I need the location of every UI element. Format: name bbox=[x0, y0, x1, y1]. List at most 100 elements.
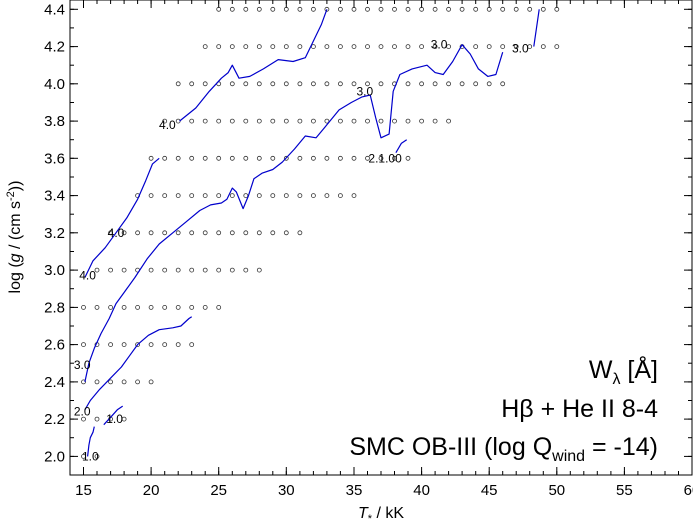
grid-point bbox=[243, 118, 249, 124]
grid-point bbox=[243, 193, 249, 199]
grid-point bbox=[202, 267, 208, 273]
grid-point bbox=[419, 44, 425, 49]
grid-point bbox=[351, 6, 357, 12]
y-tick-label: 2.4 bbox=[44, 374, 65, 391]
contour-label: 4.0 bbox=[79, 269, 96, 283]
grid-point bbox=[283, 193, 289, 199]
grid-point bbox=[175, 342, 181, 348]
annotation-line-2: Hβ + He II 8-4 bbox=[501, 395, 658, 423]
x-tick-label: 20 bbox=[143, 482, 160, 499]
grid-point bbox=[256, 81, 262, 87]
y-tick-labels: 2.0 2.2 2.4 2.6 2.8 3.0 3.2 3.4 3.6 3.8 4.0 4.2 4.4 bbox=[44, 1, 65, 465]
grid-point bbox=[283, 6, 289, 12]
y-axis-label-var: g bbox=[7, 253, 24, 262]
x-tick-label: 15 bbox=[75, 482, 92, 499]
grid-point bbox=[337, 6, 343, 12]
grid-point bbox=[175, 304, 181, 310]
grid-point bbox=[513, 44, 519, 49]
contour-line bbox=[84, 44, 504, 383]
y-tick-label: 3.2 bbox=[44, 225, 65, 242]
grid-point bbox=[324, 193, 330, 199]
grid-point bbox=[500, 6, 506, 12]
grid-point bbox=[486, 81, 492, 87]
grid-point bbox=[405, 155, 411, 161]
grid-point bbox=[135, 230, 141, 236]
grid-point bbox=[270, 118, 276, 124]
grid-point bbox=[216, 155, 222, 161]
x-axis-label-var: T bbox=[358, 505, 369, 522]
contour-label: 2.1.00 bbox=[368, 151, 402, 165]
grid-point bbox=[148, 304, 154, 310]
grid-point bbox=[121, 267, 127, 273]
grid-point bbox=[324, 6, 330, 12]
grid-point bbox=[365, 81, 370, 87]
grid-point bbox=[365, 6, 370, 12]
grid-point bbox=[297, 44, 303, 49]
grid-point bbox=[365, 118, 370, 124]
grid-point bbox=[337, 193, 343, 199]
grid-point bbox=[473, 6, 479, 12]
grid-point bbox=[229, 81, 235, 87]
grid-point bbox=[175, 230, 181, 236]
grid-point bbox=[378, 118, 384, 124]
y-axis-label-sup: -2 bbox=[5, 191, 17, 201]
contour-label: 2.0 bbox=[74, 405, 91, 419]
y-tick-label: 4.0 bbox=[44, 76, 65, 93]
grid-point bbox=[270, 44, 276, 49]
grid-point bbox=[297, 155, 303, 161]
x-tick-label: 45 bbox=[481, 482, 498, 499]
grid-point bbox=[378, 81, 384, 87]
annotation-model-rest: = -14) bbox=[585, 433, 658, 461]
annotation-w: W bbox=[589, 356, 613, 384]
grid-point bbox=[189, 81, 195, 87]
grid-point bbox=[351, 155, 357, 161]
grid-point bbox=[256, 44, 262, 49]
axis-ticks bbox=[69, 0, 693, 476]
grid-point bbox=[310, 193, 316, 199]
grid-point bbox=[148, 267, 154, 273]
x-axis-label-sub: * bbox=[368, 513, 373, 524]
grid-point bbox=[162, 342, 168, 348]
grid-point bbox=[297, 193, 303, 199]
annotation-unit: [Å] bbox=[620, 354, 658, 384]
grid-point bbox=[297, 81, 303, 87]
grid-point bbox=[310, 81, 316, 87]
grid-point bbox=[229, 267, 235, 273]
grid-point bbox=[81, 453, 86, 459]
grid-point bbox=[189, 155, 195, 161]
grid-point bbox=[229, 44, 235, 49]
grid-point bbox=[148, 342, 154, 348]
grid-point bbox=[337, 118, 343, 124]
annotation-line-1: Wλ [Å] bbox=[589, 354, 658, 388]
grid-point bbox=[392, 155, 397, 161]
grid-point bbox=[162, 118, 168, 124]
grid-point bbox=[94, 267, 100, 273]
grid-point bbox=[432, 6, 438, 12]
y-tick-label: 4.4 bbox=[44, 1, 65, 18]
grid-point bbox=[419, 81, 425, 87]
grid-point bbox=[527, 6, 533, 12]
grid-point bbox=[216, 230, 222, 236]
model-grid-points bbox=[81, 6, 560, 459]
grid-point bbox=[405, 44, 411, 49]
grid-point bbox=[229, 193, 235, 199]
grid-point bbox=[270, 193, 276, 199]
grid-point bbox=[310, 155, 316, 161]
grid-point bbox=[473, 44, 479, 49]
grid-point bbox=[256, 155, 262, 161]
x-axis-label: T* / kK bbox=[358, 505, 404, 524]
grid-point bbox=[527, 44, 533, 49]
grid-point bbox=[108, 379, 113, 385]
grid-point bbox=[500, 81, 506, 87]
grid-point bbox=[378, 155, 384, 161]
grid-point bbox=[162, 230, 168, 236]
grid-point bbox=[540, 6, 546, 12]
grid-point bbox=[500, 44, 506, 49]
grid-point bbox=[108, 304, 113, 310]
grid-point bbox=[432, 44, 438, 49]
grid-point bbox=[365, 44, 370, 49]
grid-point bbox=[283, 44, 289, 49]
y-tick-label: 2.8 bbox=[44, 299, 65, 316]
y-tick-label: 2.0 bbox=[44, 448, 65, 465]
grid-point bbox=[216, 44, 222, 49]
